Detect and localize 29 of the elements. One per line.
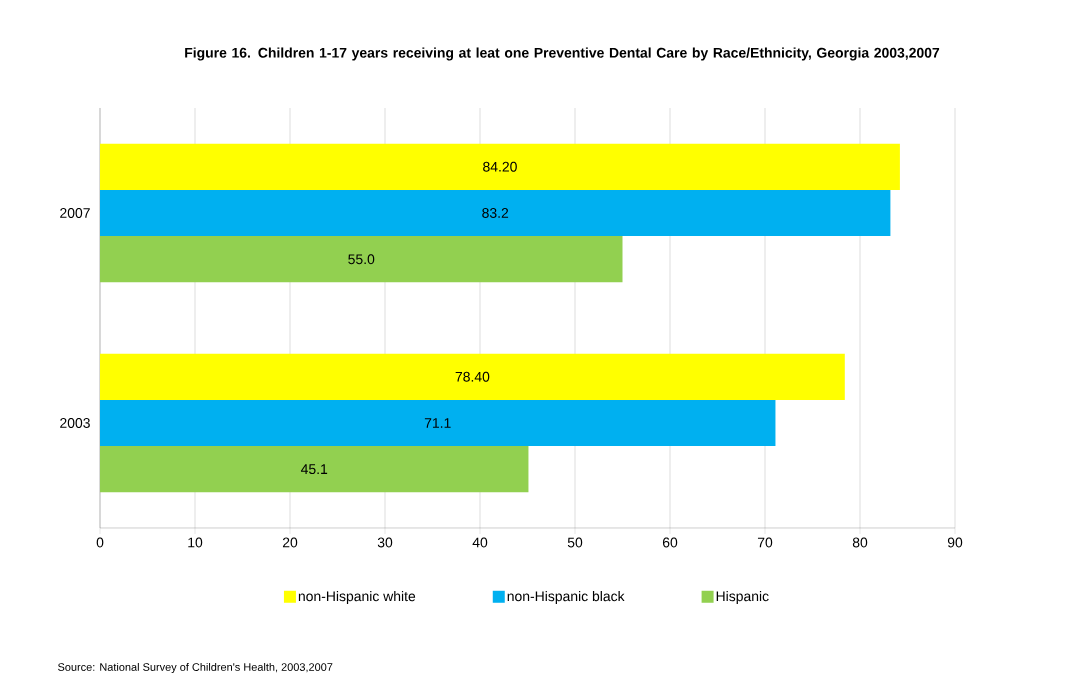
x-tick-label: 50: [567, 537, 583, 548]
legend-label: non-Hispanic black: [507, 590, 625, 604]
bar: [100, 353, 845, 400]
x-tick-label: 30: [377, 537, 393, 548]
legend-label: Hispanic: [716, 590, 769, 604]
data-label: 83.2: [482, 208, 509, 218]
bar: [100, 446, 529, 493]
legend-label: non-Hispanic white: [298, 590, 416, 604]
data-label: 78.40: [455, 371, 490, 382]
chart-title: Figure 16. Children 1-17 years receiving at leat one Preventive Dental Care by Race/Ethnicity, Georgia 2003,2007: [185, 47, 940, 61]
y-tick-label: 2007: [60, 208, 90, 218]
x-tick-label: 60: [662, 537, 678, 548]
x-tick-label: 10: [188, 537, 203, 548]
bar: [100, 143, 900, 190]
data-label: 84.20: [483, 161, 517, 172]
x-tick-label: 80: [852, 537, 868, 548]
data-label: 45.1: [300, 464, 328, 475]
bar: [100, 189, 891, 237]
bar: [100, 236, 623, 283]
data-label: 55.0: [348, 254, 375, 265]
source-note: Source: National Survey of Children's Health, 2003,2007: [58, 662, 333, 674]
y-tick-label: 2003: [60, 418, 90, 428]
x-tick-label: 90: [947, 537, 963, 548]
data-label: 71.1: [424, 418, 451, 428]
bar: [100, 399, 776, 447]
x-tick-label: 40: [472, 537, 488, 548]
x-tick-label: 20: [282, 537, 298, 548]
x-tick-label: 70: [757, 537, 773, 548]
x-tick-label: 0: [96, 537, 104, 548]
